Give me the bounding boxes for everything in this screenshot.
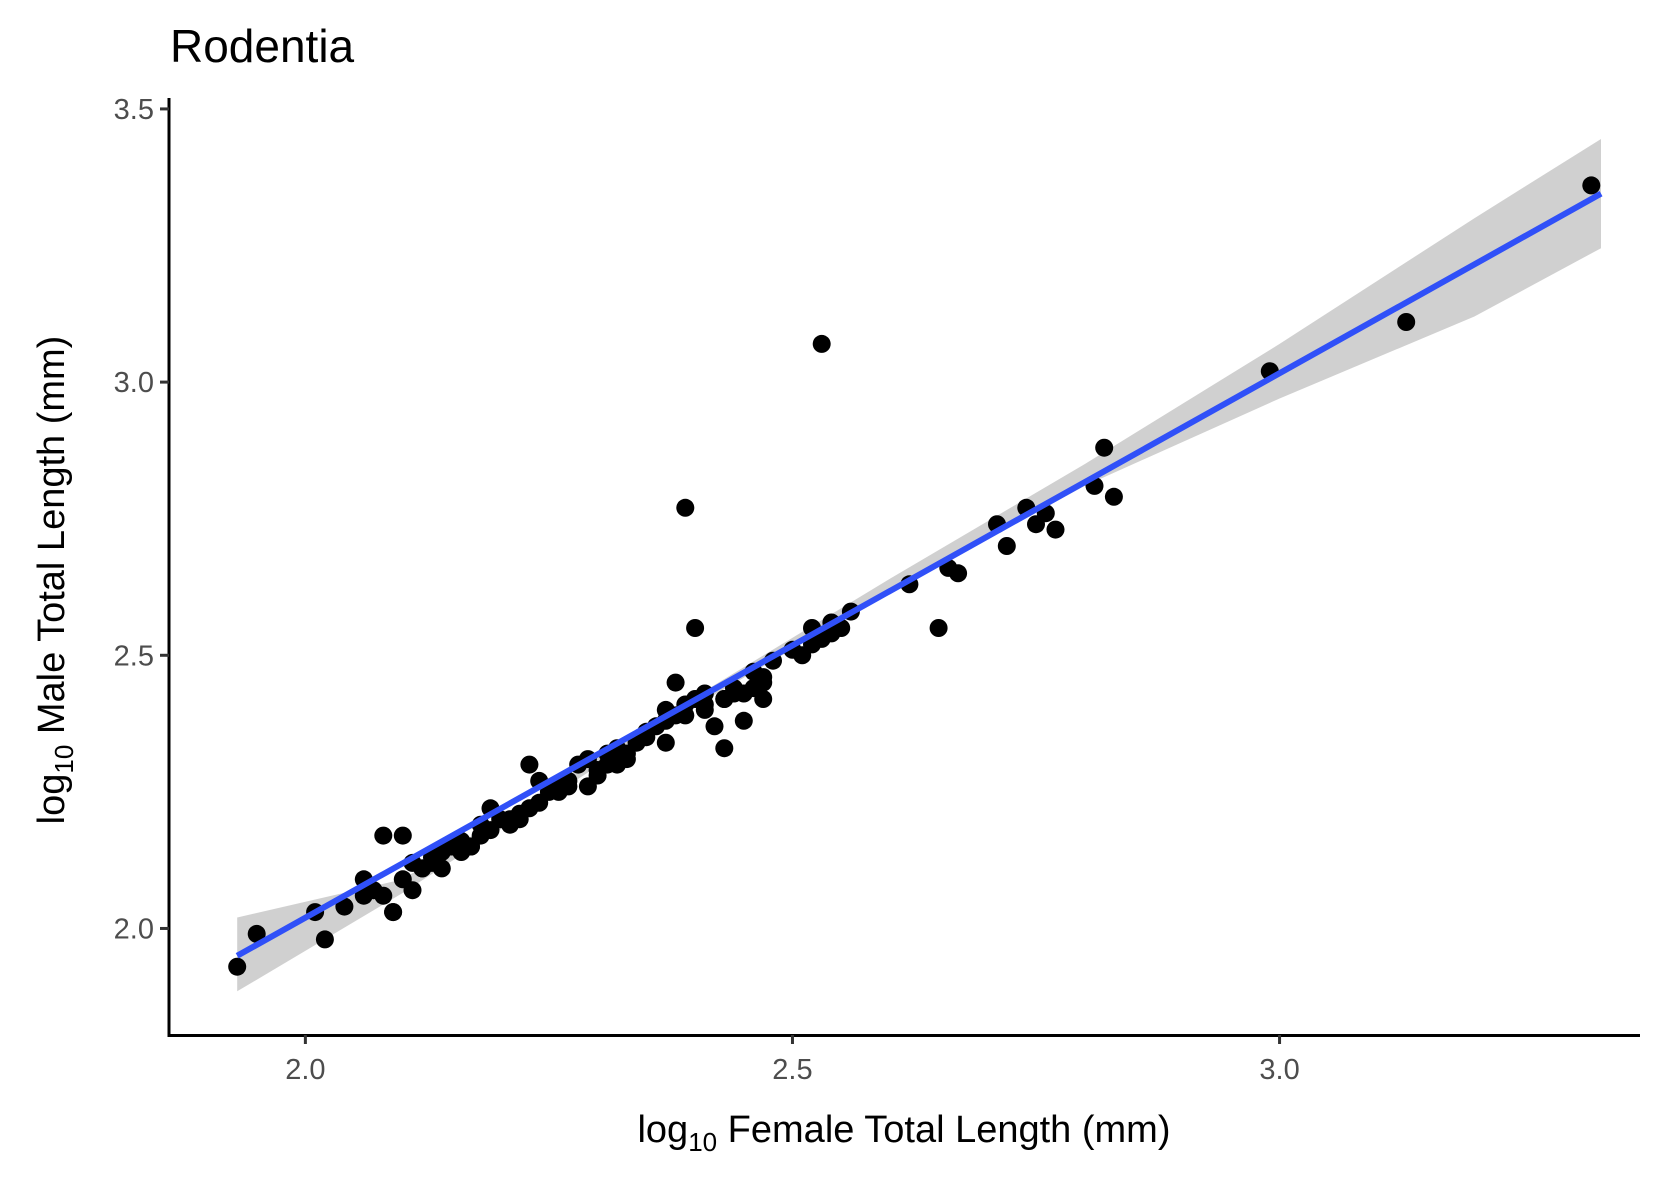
x-axis-title-subscript: 10 (688, 1127, 717, 1157)
data-point (949, 564, 968, 583)
data-point (617, 744, 636, 763)
data-point (384, 903, 403, 922)
data-point (812, 334, 831, 353)
x-tick-label: 2.0 (285, 1054, 325, 1086)
data-point (666, 673, 685, 692)
x-axis-title: log10 Female Total Length (mm) (637, 1109, 1170, 1157)
y-tick-label: 3.0 (114, 367, 154, 399)
data-point (1582, 176, 1601, 195)
y-axis-title-text: Male Total Length (mm) (31, 336, 73, 745)
regression-line (235, 190, 1603, 959)
data-point (423, 853, 441, 872)
data-point (520, 755, 539, 774)
data-point (393, 826, 412, 845)
data-point (393, 870, 412, 889)
x-axis-title-text: Female Total Length (mm) (717, 1109, 1170, 1151)
y-tick-label: 2.0 (114, 913, 154, 945)
data-point (715, 739, 734, 758)
data-point (228, 957, 247, 976)
data-point (676, 498, 695, 517)
data-point (929, 619, 948, 637)
y-tick-label: 3.5 (114, 94, 154, 126)
data-point (656, 733, 675, 752)
data-point (734, 711, 753, 730)
y-ticks: 2.0 2.5 3.0 3.5 (114, 94, 169, 945)
data-point (1046, 520, 1065, 539)
y-axis-title-prefix: log (31, 774, 73, 825)
data-point (1095, 438, 1114, 457)
data-point (997, 537, 1016, 555)
data-point (578, 777, 597, 796)
data-point (335, 897, 354, 916)
data-point (1104, 487, 1123, 506)
data-point (598, 755, 617, 774)
confidence-band (237, 139, 1602, 992)
data-point (501, 810, 519, 829)
confidence-band-layer (237, 139, 1602, 992)
points-layer (228, 176, 1601, 976)
x-tick-label: 2.5 (772, 1054, 812, 1086)
data-point (530, 793, 549, 812)
data-point (462, 837, 480, 856)
data-point (442, 837, 461, 856)
data-point (549, 782, 568, 801)
data-point (686, 619, 705, 637)
data-point (247, 924, 266, 943)
y-tick-label: 2.5 (114, 640, 154, 672)
fit-line-layer (235, 190, 1603, 959)
data-point (481, 821, 500, 840)
y-axis-title-subscript: 10 (49, 745, 79, 774)
chart-title: Rodentia (170, 20, 355, 72)
data-point (374, 826, 393, 845)
x-tick-label: 3.0 (1259, 1054, 1299, 1086)
data-point (315, 930, 334, 949)
x-axis-title-prefix: log (637, 1109, 688, 1151)
data-point (1397, 313, 1416, 331)
data-point (364, 881, 383, 900)
data-point (754, 673, 773, 692)
y-axis-title: log10 Male Total Length (mm) (31, 336, 79, 825)
data-point (705, 717, 724, 736)
x-ticks: 2.0 2.5 3.0 (285, 1035, 1300, 1086)
data-point (754, 690, 773, 708)
